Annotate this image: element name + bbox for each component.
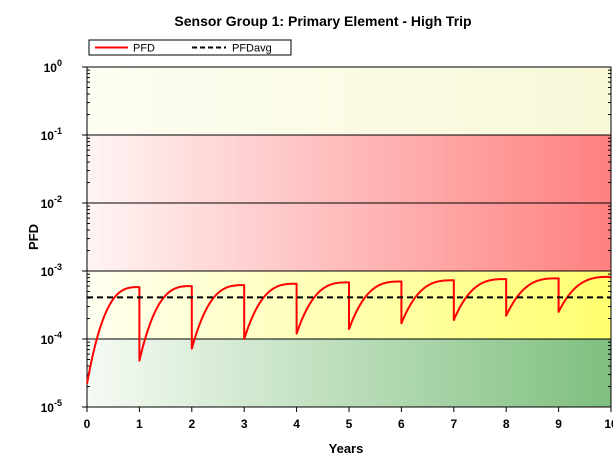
x-tick-label: 2 <box>188 417 195 431</box>
y-axis-ticks: 100 10-1 10-2 10-3 10-4 10-5 <box>41 58 87 415</box>
y-tick-label: 10-4 <box>41 330 62 347</box>
legend-box <box>88 39 292 56</box>
legend-pfd-label: PFD <box>133 43 155 55</box>
x-tick-label: 6 <box>398 417 405 431</box>
y-tick-label: 10-1 <box>41 126 62 143</box>
y-tick-label: 10-2 <box>41 194 62 211</box>
series-pfd-line <box>86 275 611 384</box>
x-tick-label: 1 <box>136 417 143 431</box>
y-tick-exponent: -1 <box>54 126 62 136</box>
y-axis-label: PFD <box>26 224 41 250</box>
x-tick-label: 8 <box>503 417 510 431</box>
x-tick-label: 3 <box>241 417 248 431</box>
risk-band <box>87 339 611 407</box>
x-axis-ticks: 0 1 2 3 4 5 6 7 8 9 10 <box>84 407 613 431</box>
y-tick-exponent: -2 <box>54 194 62 204</box>
x-tick-label: 5 <box>346 417 353 431</box>
risk-band <box>87 67 611 135</box>
x-tick-label: 10 <box>604 417 613 431</box>
band-boundaries <box>87 134 611 340</box>
legend: PFD PFDavg <box>88 39 292 56</box>
x-tick-label: 9 <box>555 417 562 431</box>
y-tick-exponent: 0 <box>57 58 62 68</box>
series-layer <box>86 275 611 384</box>
y-tick-exponent: -4 <box>54 330 62 340</box>
x-tick-label: 7 <box>450 417 457 431</box>
y-tick-exponent: -3 <box>54 262 62 272</box>
y-tick-exponent: -5 <box>54 398 62 408</box>
chart-title: Sensor Group 1: Primary Element - High T… <box>174 13 471 29</box>
risk-bands <box>87 67 611 407</box>
x-tick-label: 0 <box>84 417 91 431</box>
x-tick-label: 4 <box>293 417 300 431</box>
x-axis-label: Years <box>329 441 364 456</box>
y-tick-label: 10-3 <box>41 262 62 279</box>
y-tick-label: 10-5 <box>41 398 62 415</box>
y-tick-label: 100 <box>44 58 62 75</box>
legend-pfdavg-label: PFDavg <box>232 43 272 55</box>
